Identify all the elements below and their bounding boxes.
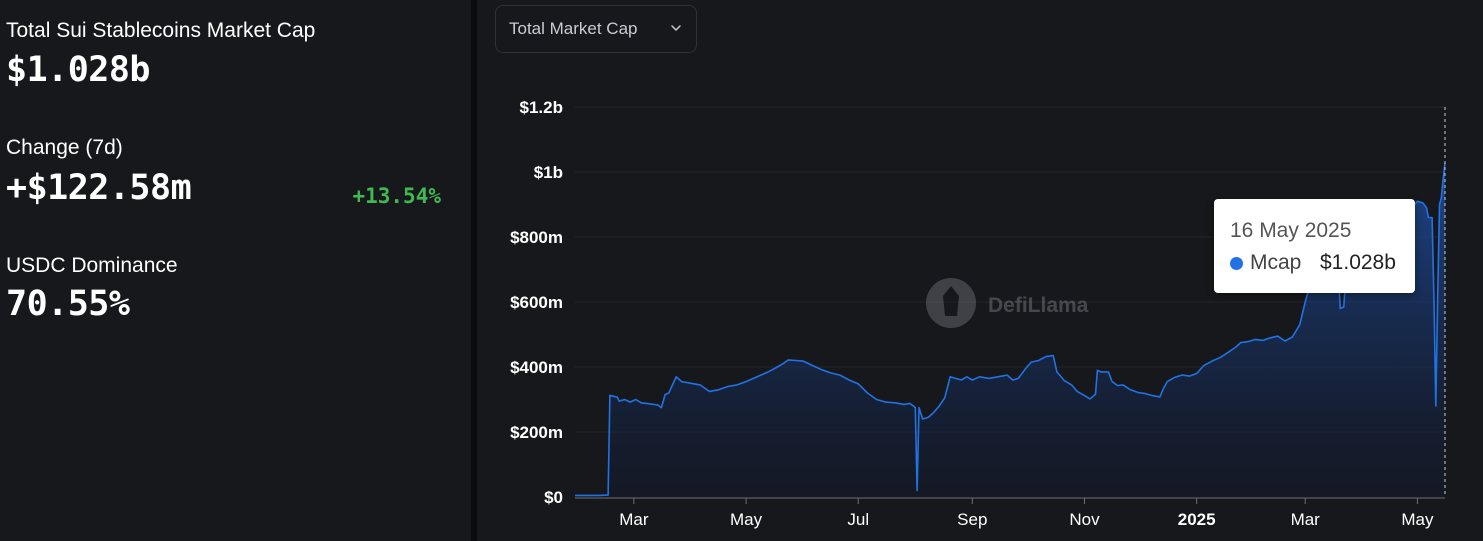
y-tick-label: $1b: [534, 163, 563, 182]
mcap-label: Total Sui Stablecoins Market Cap: [6, 19, 316, 42]
change-label: Change (7d): [6, 136, 123, 159]
x-axis: Mar May Jul Sep Nov 2025 Mar May: [619, 498, 1434, 529]
x-tick-label: Sep: [957, 510, 987, 529]
llama-icon: [943, 286, 959, 316]
tooltip-date: 16 May 2025: [1230, 219, 1352, 242]
mcap-line: [575, 162, 1446, 497]
watermark-text: DefiLlama: [988, 294, 1089, 317]
y-axis: $0 $200m $400m $600m $800m $1b $1.2b: [510, 98, 563, 507]
x-tick-label: Mar: [1291, 510, 1321, 529]
y-tick-label: $600m: [510, 293, 563, 312]
mcap-value: $1.028b: [6, 50, 151, 90]
x-tick-label: 2025: [1178, 510, 1216, 529]
dominance-value: 70.55%: [6, 284, 130, 324]
x-tick-label: May: [1401, 510, 1434, 529]
x-tick-label: Jul: [847, 510, 869, 529]
change-percent: +13.54%: [352, 184, 441, 208]
y-tick-label: $800m: [510, 228, 563, 247]
change-value: +$122.58m: [6, 168, 192, 208]
chart-type-dropdown[interactable]: Total Market Cap: [495, 5, 697, 53]
x-tick-label: Nov: [1069, 510, 1100, 529]
chevron-down-icon: [671, 25, 681, 31]
series-dot-icon: [1230, 257, 1243, 270]
market-cap-chart[interactable]: DefiLlama $0 $200m $400m $600m $800m $1b $1.2b…: [477, 60, 1483, 541]
panel-divider: [471, 0, 477, 541]
defillama-logo-icon: [926, 278, 976, 328]
y-tick-label: $0: [544, 488, 563, 507]
dropdown-label: Total Market Cap: [509, 19, 638, 38]
y-tick-label: $400m: [510, 358, 563, 377]
watermark: DefiLlama: [926, 278, 1089, 328]
stats-panel: Total Sui Stablecoins Market Cap $1.028b…: [0, 0, 471, 541]
x-tick-label: Mar: [619, 510, 649, 529]
mcap-area: [575, 162, 1445, 497]
tooltip-series: Mcap: [1250, 251, 1302, 274]
y-tick-label: $200m: [510, 423, 563, 442]
y-tick-label: $1.2b: [520, 98, 563, 117]
dominance-label: USDC Dominance: [6, 254, 178, 277]
tooltip-value: $1.028b: [1320, 251, 1396, 274]
x-tick-label: May: [730, 510, 763, 529]
chart-tooltip: 16 May 2025 Mcap $1.028b: [1214, 199, 1415, 293]
